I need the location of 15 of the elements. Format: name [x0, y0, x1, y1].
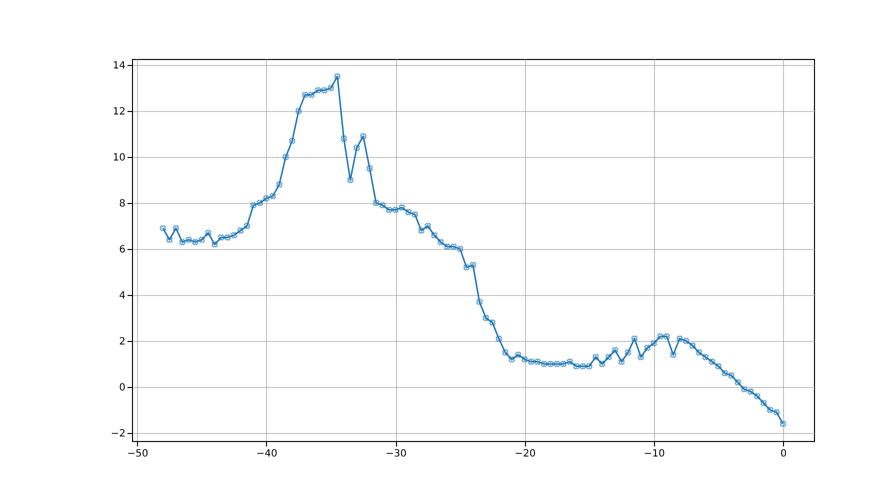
y-tick-label: 2 — [119, 336, 126, 348]
y-tick-label: 0 — [119, 382, 126, 394]
x-tick-label: −30 — [385, 448, 407, 460]
y-tick-label: 14 — [112, 60, 126, 72]
y-tick-label: 4 — [119, 290, 126, 302]
y-tick-label: 12 — [112, 106, 126, 118]
y-tick-label: 6 — [119, 244, 126, 256]
x-tick-label: −50 — [127, 448, 148, 460]
x-tick-label: 0 — [780, 448, 787, 460]
y-tick-label: 10 — [112, 152, 126, 164]
x-tick-label: −40 — [256, 448, 278, 460]
x-tick-label: −20 — [514, 448, 536, 460]
x-tick-label: −10 — [644, 448, 665, 460]
y-tick-label: −2 — [110, 428, 126, 440]
y-tick-label: 8 — [119, 198, 126, 210]
